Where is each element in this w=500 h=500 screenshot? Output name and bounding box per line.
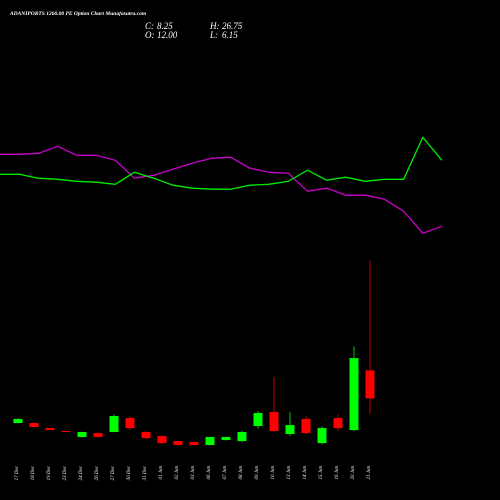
candle-body xyxy=(269,412,279,432)
x-tick-label: 31 Dec xyxy=(143,465,148,480)
candle-body xyxy=(141,432,151,439)
x-tick-label: 13 Jan xyxy=(287,466,292,480)
x-tick-label: 23 Dec xyxy=(63,465,68,480)
candle-body xyxy=(61,431,71,433)
candle-body xyxy=(333,418,343,429)
indicator-line xyxy=(0,136,443,190)
header-value: 8.25 xyxy=(157,21,173,31)
x-tick-label: 02 Jan xyxy=(175,466,180,480)
candle-body xyxy=(45,428,55,431)
x-tick-label: 21 Jan xyxy=(367,466,372,480)
candle-body xyxy=(365,370,375,399)
x-tick-label: 16 Jan xyxy=(335,466,340,480)
x-tick-label: 24 Dec xyxy=(79,465,84,480)
candle-body xyxy=(205,437,215,445)
header-key: O: xyxy=(145,30,155,40)
x-tick-label: 09 Jan xyxy=(255,466,260,480)
candle-body xyxy=(93,433,103,438)
candle-body xyxy=(349,358,359,431)
x-tick-label: 06 Jan xyxy=(207,466,212,480)
candle-body xyxy=(317,428,327,444)
chart-title: ADANIPORTS 1260.00 PE Option Chart Munaf… xyxy=(9,11,147,17)
candle-body xyxy=(189,442,199,445)
x-tick-label: 01 Jan xyxy=(159,466,164,480)
x-tick-label: 10 Jan xyxy=(271,466,276,480)
x-tick-label: 30 Dec xyxy=(127,465,132,480)
candle-body xyxy=(109,416,119,432)
header-key: C: xyxy=(145,21,154,31)
candle-body xyxy=(285,425,295,435)
header-value: 26.75 xyxy=(222,21,243,31)
candle-body xyxy=(221,437,231,440)
candle-body xyxy=(77,432,87,438)
indicator-line xyxy=(0,145,443,234)
header-value: 6.15 xyxy=(222,30,238,40)
x-tick-label: 18 Dec xyxy=(31,465,36,480)
x-tick-label: 19 Dec xyxy=(47,465,52,480)
x-tick-label: 20 Jan xyxy=(351,466,356,480)
candle-body xyxy=(253,413,263,427)
x-tick-label: 26 Dec xyxy=(95,465,100,480)
x-tick-label: 15 Jan xyxy=(319,466,324,480)
x-tick-label: 17 Dec xyxy=(15,465,20,480)
candle-body xyxy=(157,436,167,444)
candle-body xyxy=(13,419,23,424)
x-tick-label: 27 Dec xyxy=(111,465,116,480)
header-key: H: xyxy=(209,21,220,31)
candle-body xyxy=(301,419,311,434)
x-tick-label: 08 Jan xyxy=(239,466,244,480)
header-key: L: xyxy=(209,30,218,40)
candle-body xyxy=(125,418,135,429)
candle-body xyxy=(29,423,39,427)
x-tick-label: 07 Jan xyxy=(223,466,228,480)
header-value: 12.00 xyxy=(157,30,178,40)
candle-body xyxy=(173,441,183,445)
x-tick-label: 03 Jan xyxy=(191,466,196,480)
candle-body xyxy=(237,432,247,442)
x-tick-label: 14 Jan xyxy=(303,466,308,480)
